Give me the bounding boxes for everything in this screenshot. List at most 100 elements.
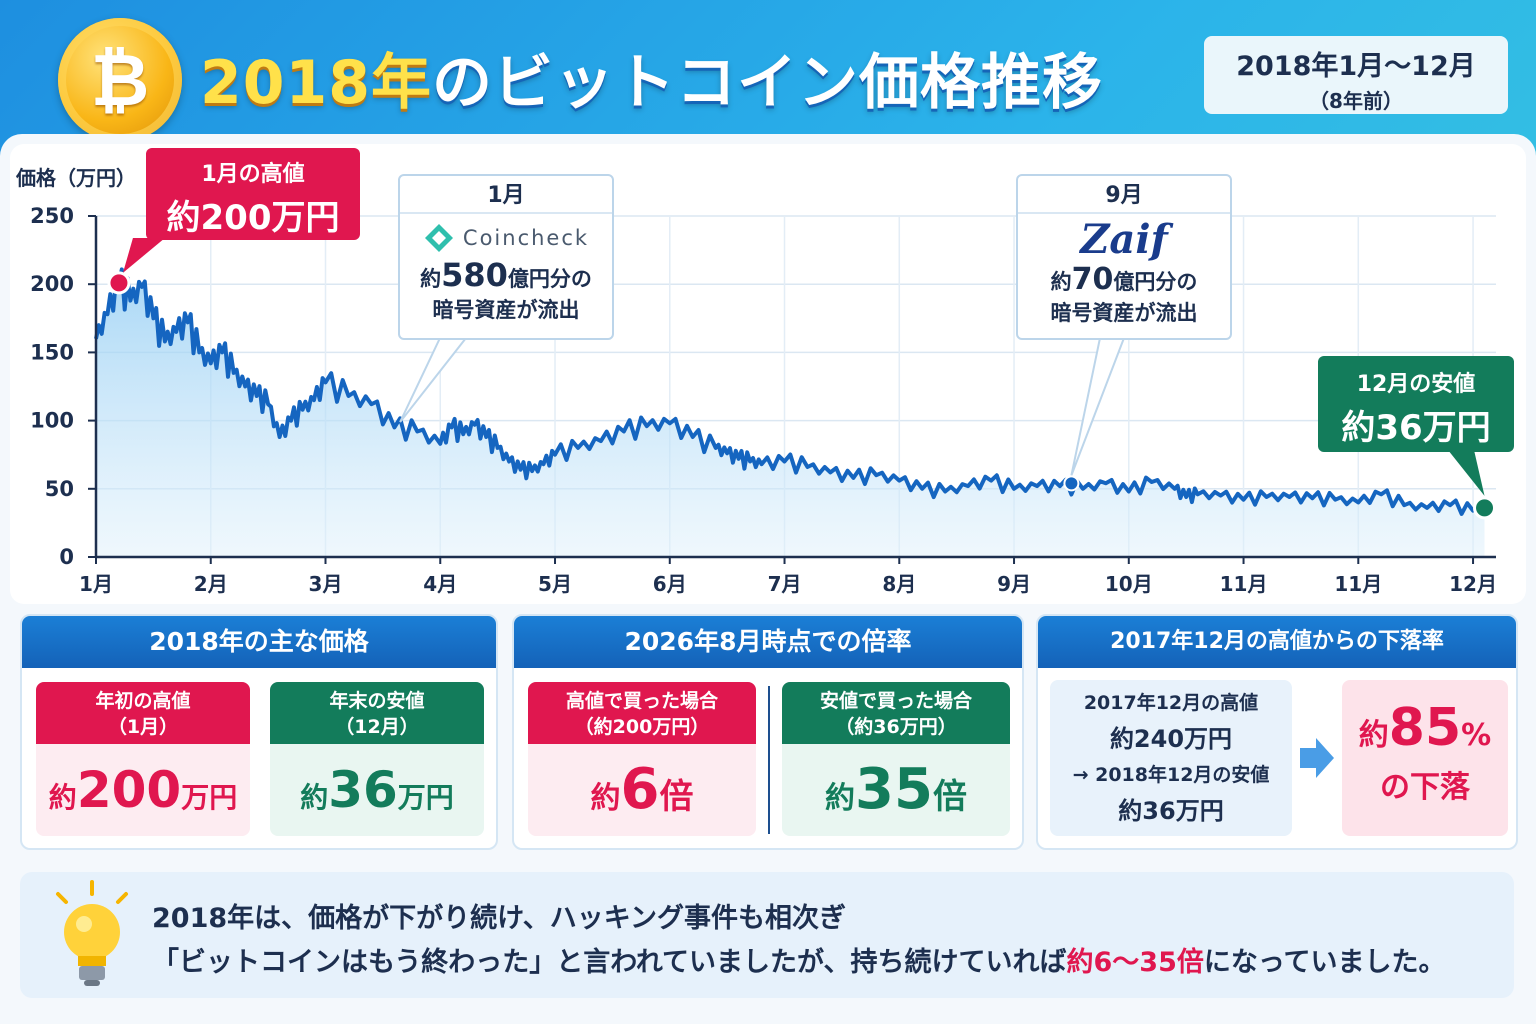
value-unit: 万円 xyxy=(181,781,238,814)
arrow-right-icon xyxy=(1300,738,1334,778)
drop-prev-high-label: 2017年12月の高値 xyxy=(1083,692,1259,714)
drop-rate-value: 約85% xyxy=(1342,700,1508,768)
section-main-prices: 2018年の主な価格 年初の高値 （1月） 約200万円 年末の安値 （12月） 約… xyxy=(20,614,498,850)
drop-low-label: → 2018年12月の安値 xyxy=(1072,764,1270,786)
x-tick-label: 10月 xyxy=(1105,572,1153,596)
callout-jan-high-value: 約200万円 xyxy=(166,198,340,238)
rate-number: 85 xyxy=(1388,698,1462,758)
amount-prefix: 約 xyxy=(420,267,442,291)
tip-line-2: 「ビットコインはもう終わった」と言われていましたが、持ち続けていれば約6〜35倍… xyxy=(152,940,1446,979)
callout-pointer-zaif xyxy=(1070,337,1126,476)
callout-pointer-coincheck xyxy=(399,337,469,423)
coincheck-brand: Coincheck xyxy=(462,226,590,250)
chart-axes: 0 50 100 150 200 250 1月 2月 3月 4月 5月 6月 7月 8月 9月 10月 11月 1… xyxy=(30,204,1497,596)
card-end-low: 年末の安値 （12月） 約36万円 xyxy=(270,682,484,836)
coincheck-logo-icon xyxy=(424,224,453,252)
drop-rate-box: 約85% の下落 xyxy=(1342,680,1508,836)
y-tick-label: 0 xyxy=(59,545,74,569)
price-chart: 0 50 100 150 200 250 1月 2月 3月 4月 5月 6月 7月 8月 9月 10月 11月 1… xyxy=(30,204,1497,596)
callout-dec-low-label: 12月の安値 xyxy=(1356,372,1476,397)
callout-jan-high-label: 1月の高値 xyxy=(201,162,305,187)
card-title: 安値で買った場合 xyxy=(819,690,972,712)
x-tick-label: 4月 xyxy=(423,572,457,596)
marker-dec-low xyxy=(1473,496,1497,520)
x-tick-label: 6月 xyxy=(653,572,687,596)
card-subtitle: （1月） xyxy=(107,716,179,738)
value-number: 200 xyxy=(76,761,182,819)
card-start-high: 年初の高値 （1月） 約200万円 xyxy=(36,682,250,836)
tip-line-1: 2018年は、価格が下がり続け、ハッキング事件も相次ぎ xyxy=(152,903,846,934)
amount-number: 70 xyxy=(1071,262,1114,297)
callout-zaif: 9月 Zaif 約70億円分の 暗号資産が流出 xyxy=(1016,174,1232,340)
callout-pointer-dec-low xyxy=(1448,450,1485,496)
callout-zaif-amount: 約70億円分の xyxy=(1018,262,1230,297)
y-tick-label: 50 xyxy=(45,477,74,501)
x-tick-label: 2月 xyxy=(194,572,228,596)
value-unit: 万円 xyxy=(397,781,454,814)
value-unit: 倍 xyxy=(932,777,967,817)
card-title: 高値で買った場合 xyxy=(565,690,718,712)
value-prefix: 約 xyxy=(590,781,621,816)
price-area xyxy=(96,269,1485,557)
callout-jan-high: 1月の高値 約200万円 xyxy=(146,148,360,240)
card-value: 約35倍 xyxy=(782,744,1010,836)
card-value: 約200万円 xyxy=(36,744,250,836)
x-tick-label: 5月 xyxy=(538,572,572,596)
card-header: 高値で買った場合 （約200万円） xyxy=(528,682,756,744)
amount-suffix: 億円分の xyxy=(507,267,592,291)
section-multiplier: 2026年8月時点での倍率 高値で買った場合 （約200万円） 約6倍 安値で買っ… xyxy=(512,614,1024,850)
callout-coincheck-amount: 約580億円分の xyxy=(400,256,612,294)
zaif-logo: Zaif xyxy=(1080,216,1168,263)
callout-coincheck-month: 1月 xyxy=(400,176,612,214)
drop-rate-label: の下落 xyxy=(1380,770,1470,805)
rate-percent: % xyxy=(1461,718,1492,753)
x-tick-label: 7月 xyxy=(768,572,802,596)
bitcoin-coin-icon: ₿ xyxy=(58,18,182,142)
card-bought-high: 高値で買った場合 （約200万円） 約6倍 xyxy=(528,682,756,836)
price-line xyxy=(94,267,1486,516)
card-header: 年初の高値 （1月） xyxy=(36,682,250,744)
title-year: 2018年 xyxy=(200,47,432,118)
card-subtitle: （12月） xyxy=(335,716,419,738)
drop-detail-box: 2017年12月の高値 約240万円 → 2018年12月の安値 約36万円 xyxy=(1050,680,1292,836)
page-title: 2018年 のビットコイン価格推移 xyxy=(200,22,1103,132)
x-tick-label: 9月 xyxy=(997,572,1031,596)
card-subtitle: （約200万円） xyxy=(574,716,710,738)
card-bought-low: 安値で買った場合 （約36万円） 約35倍 xyxy=(782,682,1010,836)
section-drop-rate-title: 2017年12月の高値からの下落率 xyxy=(1038,616,1516,668)
tip-text-a: 「ビットコインはもう終わった」と言われていましたが、持ち続けていれば xyxy=(152,947,1067,978)
value-prefix: 約 xyxy=(300,781,329,814)
callout-zaif-month: 9月 xyxy=(1018,176,1230,214)
y-tick-label: 100 xyxy=(30,409,74,433)
tip-text-b: になっていました。 xyxy=(1203,947,1446,978)
callout-pointer-jan-high xyxy=(122,238,165,273)
rate-prefix: 約 xyxy=(1358,718,1389,753)
amount-prefix: 約 xyxy=(1050,270,1072,294)
value-number: 35 xyxy=(855,757,933,822)
callout-coincheck: 1月 Coincheck 約580億円分の 暗号資産が流出 xyxy=(398,174,614,340)
period-badge: 2018年1月〜12月 （8年前） xyxy=(1204,36,1508,114)
x-tick-label: 3月 xyxy=(309,572,343,596)
card-value: 約36万円 xyxy=(270,744,484,836)
coincheck-logo: Coincheck xyxy=(400,222,612,254)
card-value: 約6倍 xyxy=(528,744,756,836)
marker-zaif xyxy=(1063,475,1080,492)
value-prefix: 約 xyxy=(48,781,77,814)
card-header: 安値で買った場合 （約36万円） xyxy=(782,682,1010,744)
card-title: 年末の安値 xyxy=(329,690,425,712)
y-tick-label: 250 xyxy=(30,204,74,228)
amount-suffix: 億円分の xyxy=(1113,270,1198,294)
marker-jan-high xyxy=(107,271,131,295)
section-main-prices-title: 2018年の主な価格 xyxy=(22,616,496,668)
card-divider xyxy=(768,686,770,834)
y-tick-label: 150 xyxy=(30,340,74,364)
period-range: 2018年1月〜12月 xyxy=(1236,51,1476,82)
callout-dec-low-value: 約36万円 xyxy=(1341,408,1491,448)
x-tick-label: 11月 xyxy=(1334,572,1382,596)
drop-low-value: 約36万円 xyxy=(1118,797,1224,825)
chart-marks xyxy=(107,238,1497,520)
summary-tip xyxy=(20,872,1514,998)
period-ago: （8年前） xyxy=(1309,89,1403,113)
tip-highlight: 約6〜35倍 xyxy=(1066,947,1204,978)
x-tick-label: 1月 xyxy=(79,572,113,596)
